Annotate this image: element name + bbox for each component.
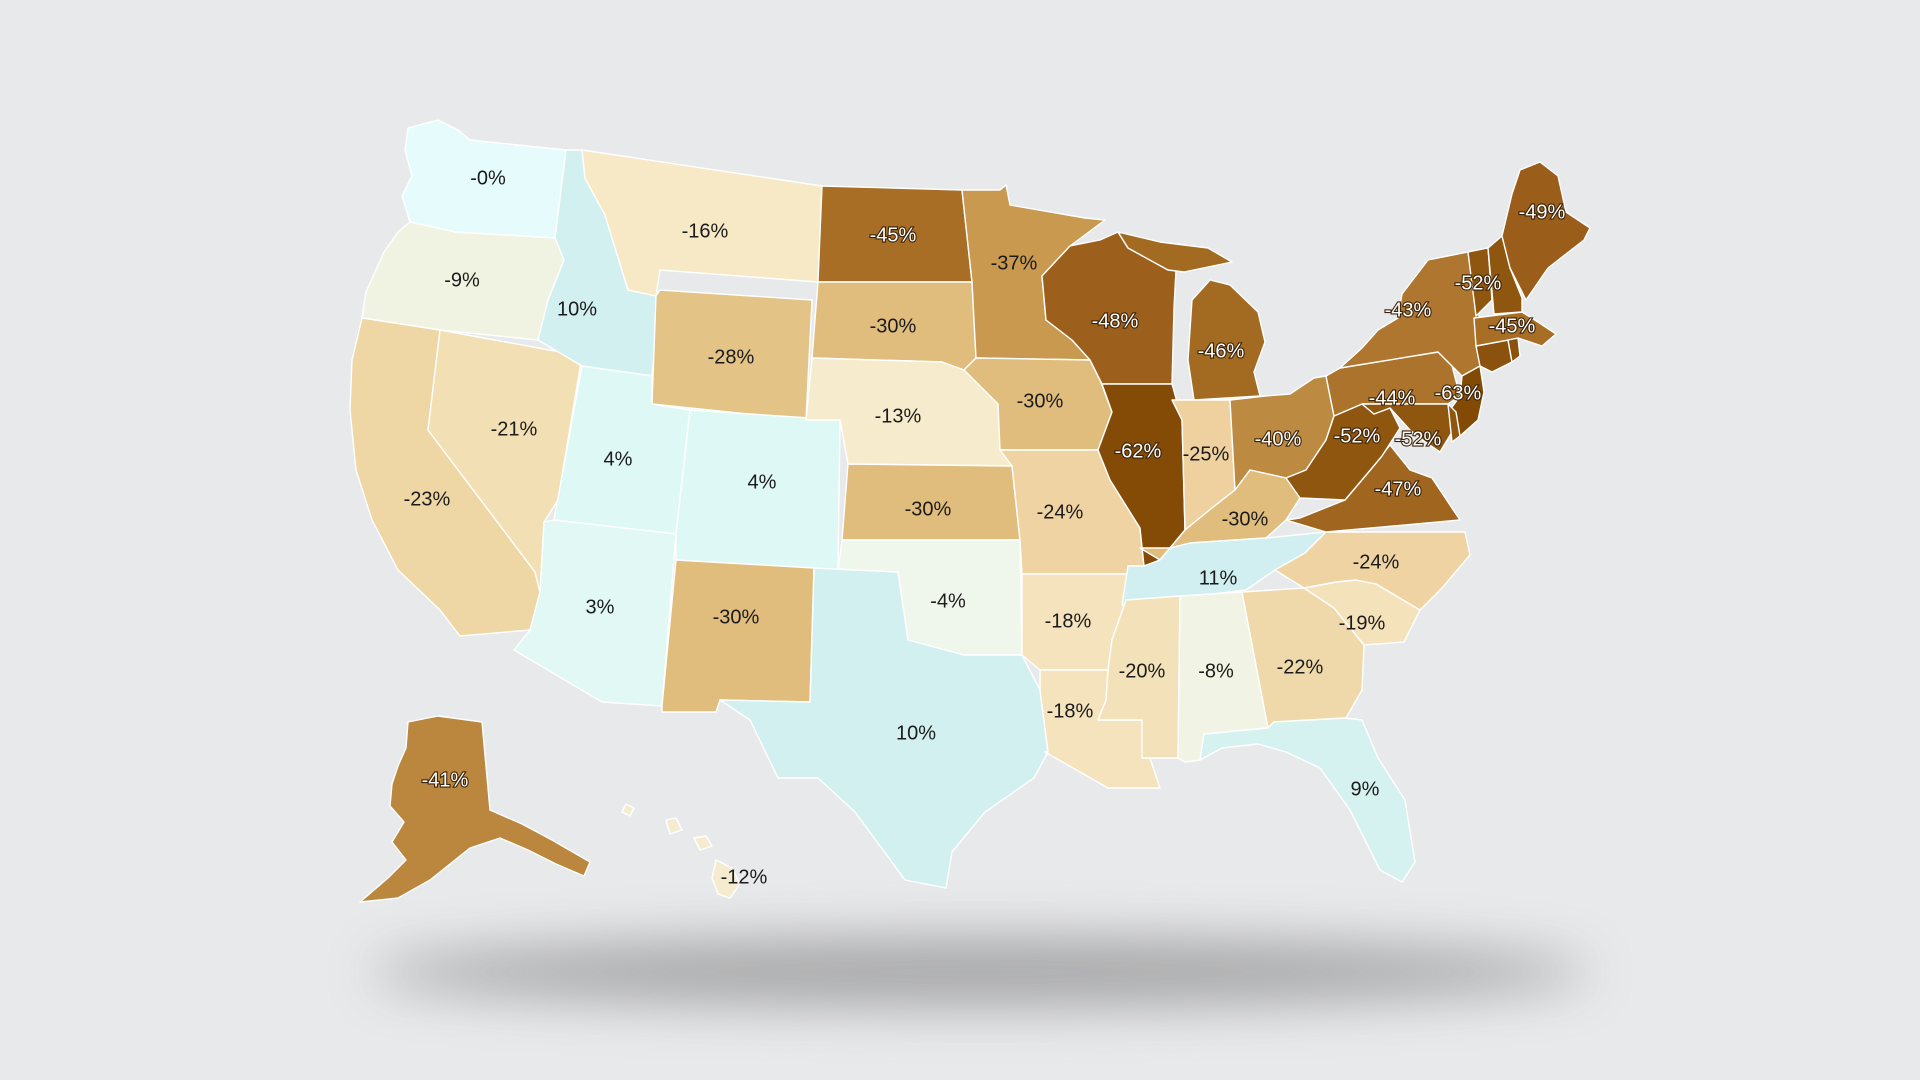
state-label-tennessee: 11% [1199,567,1238,589]
state-texas [719,567,1049,889]
state-label-missouri: -24% [1037,501,1084,523]
states-layer [349,119,1591,903]
state-label-new-jersey: -63% [1435,382,1482,404]
state-label-south-dakota: -30% [870,315,917,337]
state-label-illinois: -62% [1115,440,1162,462]
state-arizona [513,519,677,707]
state-massachusetts [1473,311,1557,347]
labels-layer: -0% -9% -23% -21% 10% -16% -28% 4% 4% 3% -30% -45% -… [404,167,1567,888]
state-label-nebraska: -13% [875,405,922,427]
state-label-wisconsin: -48% [1092,310,1139,332]
state-label-georgia: -22% [1277,656,1324,678]
state-label-virginia: -47% [1375,478,1422,500]
state-label-alaska: -41% [422,769,469,791]
state-oregon [361,221,565,341]
state-label-iowa: -30% [1017,390,1064,412]
state-label-maryland: -52% [1395,428,1442,450]
state-delaware [1447,403,1461,443]
state-label-maine: -49% [1519,201,1566,223]
state-hawaii [621,803,741,899]
state-label-utah: 4% [604,448,633,470]
state-label-vermont: -52% [1455,272,1502,294]
state-alaska [359,715,591,903]
state-label-indiana: -25% [1183,443,1230,465]
state-florida [1199,717,1416,883]
state-label-california: -23% [404,488,451,510]
state-vermont [1467,247,1493,317]
state-label-michigan: -46% [1198,340,1245,362]
state-label-ohio: -40% [1255,428,1302,450]
state-label-kansas: -30% [905,498,952,520]
state-label-hawaii: -12% [721,866,768,888]
state-label-west-virginia: -52% [1334,425,1381,447]
state-label-texas: 10% [896,722,936,744]
state-label-washington: -0% [470,167,506,189]
state-label-massachusetts: -45% [1489,315,1536,337]
state-label-idaho: 10% [557,298,597,320]
state-label-nevada: -21% [491,418,538,440]
state-label-arizona: 3% [586,596,615,618]
state-label-alabama: -8% [1198,660,1234,682]
state-label-north-dakota: -45% [870,224,917,246]
state-label-louisiana: -18% [1047,700,1094,722]
map-drop-shadow [370,938,1590,1006]
state-label-south-carolina: -19% [1339,612,1386,634]
state-label-kentucky: -30% [1222,508,1269,530]
state-label-montana: -16% [682,220,729,242]
state-new-mexico [661,559,815,713]
state-label-mississippi: -20% [1119,660,1166,682]
state-north-carolina [1274,531,1471,611]
state-new-jersey [1449,365,1485,437]
state-label-florida: 9% [1351,778,1380,800]
state-michigan [1117,231,1266,401]
state-label-north-carolina: -24% [1353,551,1400,573]
state-label-colorado: 4% [748,471,777,493]
state-label-arkansas: -18% [1045,610,1092,632]
state-label-wyoming: -28% [708,346,755,368]
state-label-new-york: -43% [1385,299,1432,321]
state-label-minnesota: -37% [991,252,1038,274]
state-label-oklahoma: -4% [930,590,966,612]
state-maine [1501,161,1591,301]
state-label-oregon: -9% [444,269,480,291]
state-label-pennsylvania: -44% [1369,387,1416,409]
state-mississippi [1097,595,1181,759]
state-label-new-mexico: -30% [713,606,760,628]
